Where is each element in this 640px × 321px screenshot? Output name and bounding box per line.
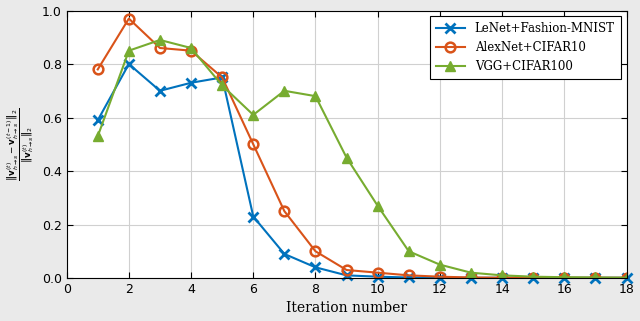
AlexNet+CIFAR10 [250, 143, 257, 146]
AlexNet+CIFAR10 [156, 46, 164, 50]
VGG+CIFAR100 [623, 276, 630, 280]
VGG+CIFAR100 [561, 275, 568, 279]
LeNet+Fashion-MNIST [405, 275, 413, 279]
AlexNet+CIFAR10 [405, 273, 413, 277]
VGG+CIFAR100 [374, 204, 381, 208]
LeNet+Fashion-MNIST [156, 89, 164, 93]
AlexNet+CIFAR10 [312, 249, 319, 253]
LeNet+Fashion-MNIST [529, 276, 537, 280]
VGG+CIFAR100 [156, 38, 164, 42]
LeNet+Fashion-MNIST [188, 81, 195, 85]
LeNet+Fashion-MNIST [436, 276, 444, 280]
LeNet+Fashion-MNIST [280, 252, 288, 256]
AlexNet+CIFAR10 [94, 67, 102, 71]
Line: AlexNet+CIFAR10: AlexNet+CIFAR10 [93, 14, 632, 282]
LeNet+Fashion-MNIST [94, 118, 102, 122]
AlexNet+CIFAR10 [280, 209, 288, 213]
VGG+CIFAR100 [218, 83, 226, 87]
AlexNet+CIFAR10 [561, 276, 568, 280]
LeNet+Fashion-MNIST [499, 276, 506, 280]
VGG+CIFAR100 [405, 249, 413, 253]
AlexNet+CIFAR10 [218, 75, 226, 79]
VGG+CIFAR100 [529, 275, 537, 279]
AlexNet+CIFAR10 [591, 276, 599, 280]
AlexNet+CIFAR10 [436, 275, 444, 279]
LeNet+Fashion-MNIST [623, 276, 630, 280]
VGG+CIFAR100 [343, 156, 351, 160]
LeNet+Fashion-MNIST [343, 273, 351, 277]
LeNet+Fashion-MNIST [125, 62, 132, 66]
AlexNet+CIFAR10 [499, 276, 506, 280]
AlexNet+CIFAR10 [374, 271, 381, 274]
LeNet+Fashion-MNIST [218, 75, 226, 79]
LeNet+Fashion-MNIST [467, 276, 475, 280]
AlexNet+CIFAR10 [467, 275, 475, 279]
LeNet+Fashion-MNIST [561, 276, 568, 280]
AlexNet+CIFAR10 [188, 49, 195, 53]
VGG+CIFAR100 [125, 49, 132, 53]
VGG+CIFAR100 [188, 46, 195, 50]
AlexNet+CIFAR10 [125, 17, 132, 21]
VGG+CIFAR100 [467, 271, 475, 274]
LeNet+Fashion-MNIST [250, 214, 257, 218]
VGG+CIFAR100 [94, 134, 102, 138]
VGG+CIFAR100 [250, 113, 257, 117]
Line: LeNet+Fashion-MNIST: LeNet+Fashion-MNIST [93, 59, 632, 282]
LeNet+Fashion-MNIST [374, 275, 381, 279]
VGG+CIFAR100 [591, 275, 599, 279]
VGG+CIFAR100 [499, 273, 506, 277]
AlexNet+CIFAR10 [529, 276, 537, 280]
VGG+CIFAR100 [312, 94, 319, 98]
Line: VGG+CIFAR100: VGG+CIFAR100 [93, 35, 632, 282]
LeNet+Fashion-MNIST [312, 265, 319, 269]
AlexNet+CIFAR10 [343, 268, 351, 272]
Y-axis label: $\frac{\left\| \mathbf{v}_{h\to s}^{(t)} - \mathbf{v}_{h\to s}^{(t-1)} \right\|_: $\frac{\left\| \mathbf{v}_{h\to s}^{(t)}… [6, 108, 36, 181]
AlexNet+CIFAR10 [623, 276, 630, 280]
VGG+CIFAR100 [280, 89, 288, 93]
VGG+CIFAR100 [436, 263, 444, 266]
LeNet+Fashion-MNIST [591, 276, 599, 280]
Legend: LeNet+Fashion-MNIST, AlexNet+CIFAR10, VGG+CIFAR100: LeNet+Fashion-MNIST, AlexNet+CIFAR10, VG… [430, 16, 621, 79]
X-axis label: Iteration number: Iteration number [286, 301, 407, 316]
